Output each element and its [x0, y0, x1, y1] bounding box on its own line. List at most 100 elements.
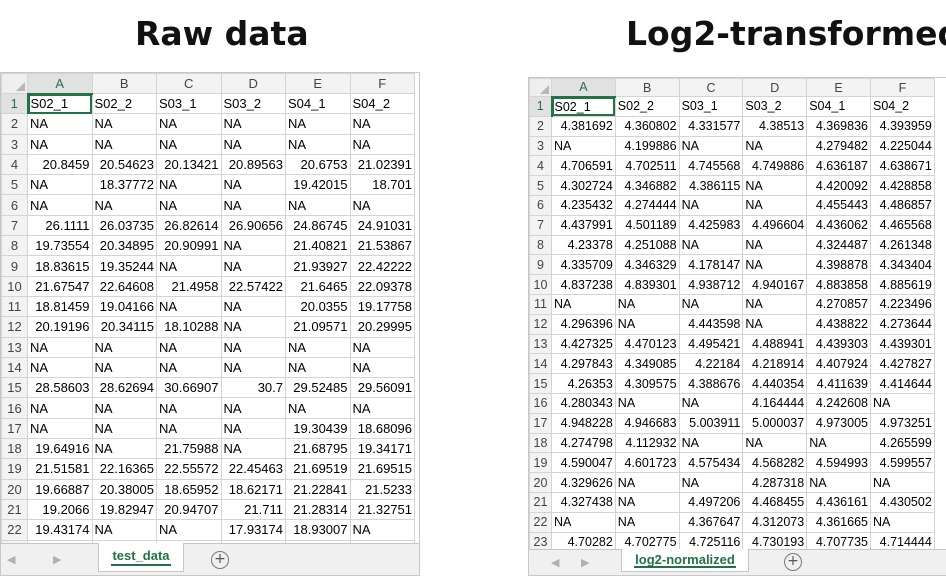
cell[interactable]: 4.599557	[869, 452, 935, 474]
column-header-e[interactable]: E	[285, 73, 351, 94]
cell[interactable]: 4.438822	[806, 313, 871, 335]
cell[interactable]: 22.64608	[91, 275, 157, 297]
cell[interactable]: NA	[220, 235, 286, 257]
cell[interactable]: NA	[156, 519, 222, 541]
cell[interactable]: NA	[220, 397, 286, 419]
cell[interactable]: S04_2	[869, 96, 935, 117]
cell[interactable]: 4.26353	[551, 373, 616, 394]
row-header[interactable]: 11	[1, 295, 28, 318]
cell[interactable]: 20.29995	[349, 316, 415, 338]
column-header-c[interactable]: C	[156, 73, 222, 94]
cell[interactable]: S02_1	[551, 96, 616, 117]
cell[interactable]: NA	[614, 392, 680, 414]
cell[interactable]: NA	[27, 417, 93, 440]
cell[interactable]: 4.38513	[742, 115, 808, 137]
row-header[interactable]: 8	[529, 234, 552, 256]
column-header-d[interactable]: D	[220, 73, 286, 94]
cell[interactable]: 4.940167	[742, 274, 808, 295]
cell[interactable]: 4.495421	[678, 333, 744, 355]
triangle-right-icon[interactable]: ▶	[581, 557, 590, 569]
cell[interactable]: NA	[349, 194, 415, 216]
row-header[interactable]: 16	[1, 397, 28, 419]
cell[interactable]: NA	[614, 313, 680, 335]
cell[interactable]: 4.346329	[614, 254, 680, 276]
cell[interactable]: 20.94707	[156, 498, 222, 521]
cell[interactable]: NA	[869, 511, 935, 533]
cell[interactable]: 4.486857	[869, 194, 935, 216]
cell[interactable]: NA	[156, 113, 222, 135]
cell[interactable]: 21.4958	[156, 275, 222, 297]
cell[interactable]: 4.279482	[806, 135, 871, 157]
cell[interactable]: 4.468455	[742, 491, 808, 513]
cell[interactable]: NA	[91, 113, 157, 135]
cell[interactable]: 4.287318	[742, 472, 808, 493]
cell[interactable]: 4.360802	[614, 115, 680, 137]
cell[interactable]: 4.885619	[869, 274, 935, 295]
cell[interactable]: NA	[27, 133, 93, 155]
cell[interactable]: 26.90656	[220, 214, 286, 237]
cell[interactable]: NA	[156, 417, 222, 440]
cell[interactable]: 4.702511	[614, 155, 680, 177]
cell[interactable]: 4.312073	[742, 511, 808, 533]
column-header-c[interactable]: C	[678, 78, 744, 97]
cell[interactable]: 24.91031	[349, 214, 415, 237]
column-header-b[interactable]: B	[91, 73, 157, 94]
cell[interactable]: 4.706591	[551, 155, 616, 177]
row-header[interactable]: 6	[529, 194, 552, 216]
cell[interactable]: 20.38005	[91, 478, 157, 500]
cell[interactable]: 19.42015	[285, 174, 351, 196]
row-header[interactable]: 11	[529, 293, 552, 315]
cell[interactable]: 4.349085	[614, 353, 680, 375]
cell[interactable]: NA	[349, 113, 415, 135]
cell[interactable]: 21.32751	[349, 498, 415, 521]
cell[interactable]: 4.973005	[806, 412, 871, 434]
cell[interactable]: 4.407924	[806, 353, 871, 375]
row-header[interactable]: 14	[1, 356, 28, 379]
cell[interactable]: 4.235432	[551, 194, 616, 216]
cell[interactable]: 4.343404	[869, 254, 935, 276]
cell[interactable]: 19.66887	[27, 478, 93, 500]
cell[interactable]: NA	[27, 336, 93, 358]
cell[interactable]: 4.23378	[551, 234, 616, 256]
cell[interactable]: 17.93174	[220, 519, 286, 541]
cell[interactable]: 21.09571	[285, 316, 351, 338]
cell[interactable]: S04_2	[349, 92, 415, 115]
cell[interactable]: NA	[551, 293, 616, 315]
cell[interactable]: NA	[156, 397, 222, 419]
cell[interactable]: NA	[869, 392, 935, 414]
cell[interactable]: 4.178147	[678, 254, 744, 276]
cell[interactable]: 24.86745	[285, 214, 351, 237]
row-header[interactable]: 7	[1, 214, 28, 237]
cell[interactable]: 4.601723	[614, 452, 680, 474]
cell[interactable]: NA	[220, 356, 286, 379]
cell[interactable]: NA	[220, 133, 286, 155]
cell[interactable]: 21.67547	[27, 275, 93, 297]
cell[interactable]: NA	[806, 432, 871, 454]
cell[interactable]: NA	[220, 417, 286, 440]
cell[interactable]: 4.411639	[806, 373, 871, 394]
cell[interactable]: NA	[27, 397, 93, 419]
cell[interactable]: 21.68795	[285, 438, 351, 460]
cell[interactable]: 4.427325	[551, 333, 616, 355]
row-header[interactable]: 22	[1, 519, 28, 541]
cell[interactable]: 21.28314	[285, 498, 351, 521]
row-header[interactable]: 7	[529, 214, 552, 236]
cell[interactable]: NA	[156, 295, 222, 318]
cell[interactable]: NA	[91, 397, 157, 419]
row-header[interactable]: 23	[529, 531, 552, 553]
row-header[interactable]: 1	[1, 92, 29, 115]
row-header[interactable]: 16	[529, 392, 552, 414]
cell[interactable]: 21.711	[220, 498, 286, 521]
cell[interactable]: NA	[742, 313, 808, 335]
cell[interactable]: NA	[27, 174, 93, 196]
column-header-f[interactable]: F	[349, 73, 415, 94]
cell[interactable]: 18.10288	[156, 316, 222, 338]
cell[interactable]: 20.34115	[91, 316, 157, 338]
row-header[interactable]: 18	[1, 438, 28, 460]
cell[interactable]: 18.93007	[285, 519, 351, 541]
cell[interactable]: 4.164444	[742, 392, 808, 414]
cell[interactable]: 4.938712	[678, 274, 744, 295]
cell[interactable]: NA	[614, 511, 680, 533]
cell[interactable]: 4.430502	[869, 491, 935, 513]
cell[interactable]: 22.55572	[156, 458, 222, 480]
